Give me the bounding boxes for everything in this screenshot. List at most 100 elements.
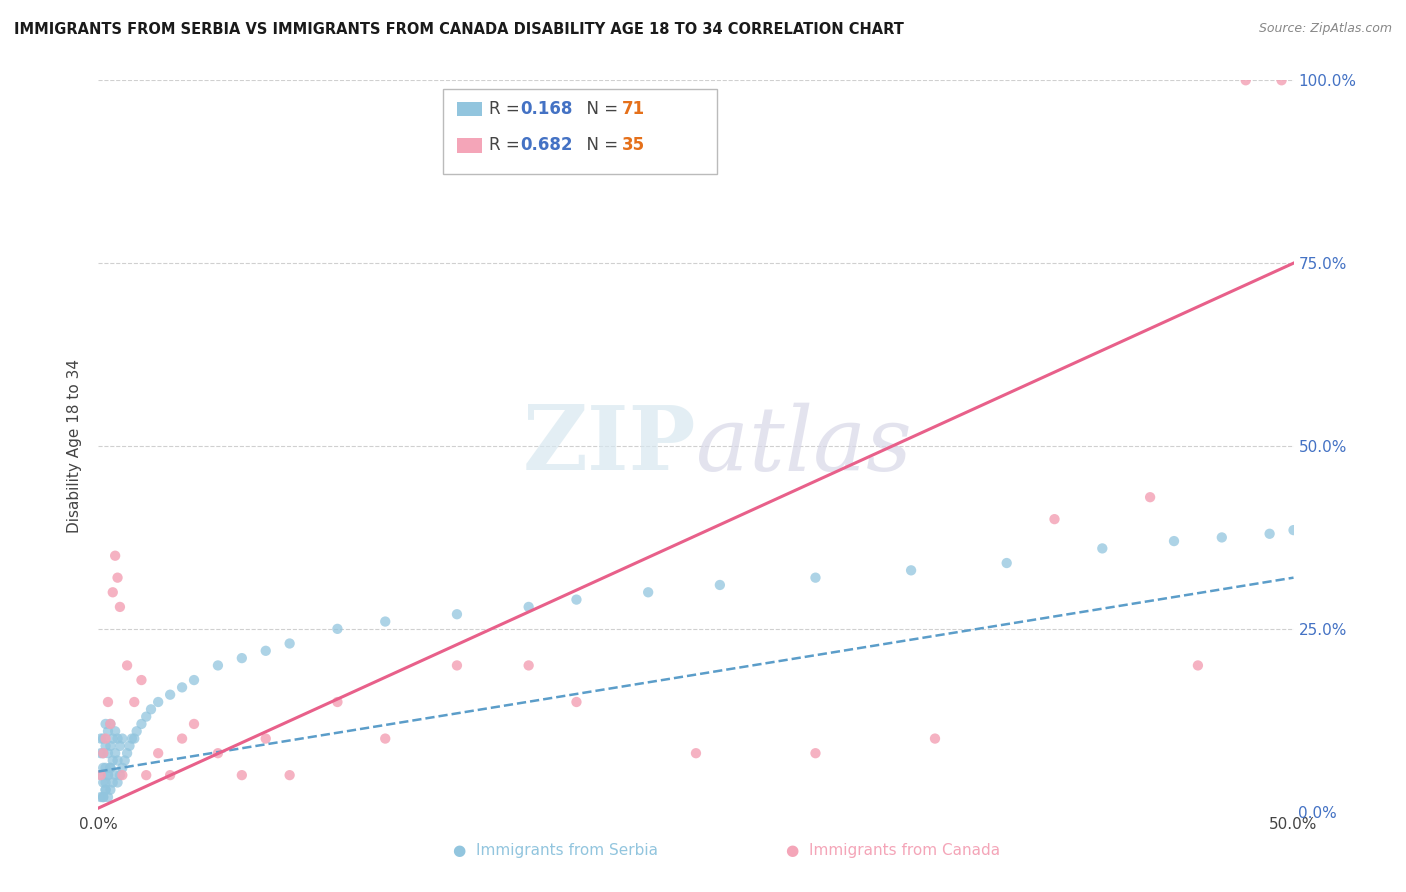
Point — [97, 768, 120, 782]
Y-axis label: Disability Age 18 to 34: Disability Age 18 to 34 — [67, 359, 83, 533]
Point — [1091, 541, 1114, 556]
Point — [104, 724, 127, 739]
Point — [1234, 73, 1257, 87]
Point — [183, 717, 205, 731]
Point — [1211, 530, 1233, 544]
Point — [374, 615, 396, 629]
Point — [91, 746, 114, 760]
Point — [254, 644, 277, 658]
Point — [924, 731, 946, 746]
Text: ●  Immigrants from Canada: ● Immigrants from Canada — [786, 843, 1000, 858]
Point — [637, 585, 659, 599]
Point — [94, 782, 117, 797]
Point — [172, 731, 194, 746]
Point — [207, 746, 229, 760]
Point — [114, 754, 136, 768]
Point — [90, 731, 112, 746]
Point — [565, 695, 588, 709]
Point — [98, 782, 122, 797]
Point — [159, 688, 181, 702]
Text: 0.168: 0.168 — [520, 100, 572, 118]
Point — [91, 731, 114, 746]
Point — [107, 775, 129, 789]
Point — [108, 599, 131, 614]
Point — [148, 695, 170, 709]
Point — [90, 768, 112, 782]
Point — [97, 768, 120, 782]
Point — [108, 739, 131, 753]
Text: 0.682: 0.682 — [520, 136, 572, 154]
Point — [107, 571, 129, 585]
Point — [804, 746, 827, 760]
Point — [125, 724, 148, 739]
Point — [101, 775, 124, 789]
Point — [115, 746, 138, 760]
Point — [108, 768, 131, 782]
Point — [115, 658, 138, 673]
Text: ●  Immigrants from Serbia: ● Immigrants from Serbia — [453, 843, 658, 858]
Point — [91, 790, 114, 805]
Point — [98, 761, 122, 775]
Point — [231, 768, 253, 782]
Point — [91, 790, 114, 805]
Point — [101, 754, 124, 768]
Point — [326, 695, 349, 709]
Text: N =: N = — [576, 100, 624, 118]
Point — [139, 702, 162, 716]
Point — [104, 549, 127, 563]
Point — [172, 681, 194, 695]
Point — [101, 585, 124, 599]
Point — [97, 746, 120, 760]
Point — [446, 658, 468, 673]
Point — [148, 746, 170, 760]
Text: atlas: atlas — [696, 402, 911, 490]
Text: R =: R = — [489, 100, 526, 118]
Point — [254, 731, 277, 746]
Point — [1282, 523, 1305, 537]
Point — [91, 746, 114, 760]
Point — [111, 761, 134, 775]
Point — [104, 768, 127, 782]
Text: 35: 35 — [621, 136, 644, 154]
Point — [111, 768, 134, 782]
Point — [91, 775, 114, 789]
Point — [111, 731, 134, 746]
Point — [107, 754, 129, 768]
Point — [118, 739, 141, 753]
Point — [1139, 490, 1161, 504]
Text: N =: N = — [576, 136, 624, 154]
Point — [231, 651, 253, 665]
Point — [1163, 534, 1185, 549]
Point — [94, 775, 117, 789]
Point — [131, 673, 153, 687]
Point — [517, 599, 540, 614]
Point — [1258, 526, 1281, 541]
Point — [90, 746, 112, 760]
Text: Source: ZipAtlas.com: Source: ZipAtlas.com — [1258, 22, 1392, 36]
Text: IMMIGRANTS FROM SERBIA VS IMMIGRANTS FROM CANADA DISABILITY AGE 18 TO 34 CORRELA: IMMIGRANTS FROM SERBIA VS IMMIGRANTS FRO… — [14, 22, 904, 37]
Point — [446, 607, 468, 622]
Point — [995, 556, 1018, 570]
Point — [124, 731, 146, 746]
Point — [374, 731, 396, 746]
Point — [124, 695, 146, 709]
Point — [97, 790, 120, 805]
Point — [94, 761, 117, 775]
Point — [709, 578, 731, 592]
Point — [1271, 73, 1294, 87]
Point — [121, 731, 143, 746]
Point — [207, 658, 229, 673]
Point — [104, 746, 127, 760]
Point — [278, 636, 301, 650]
Point — [1043, 512, 1066, 526]
Point — [94, 782, 117, 797]
Point — [183, 673, 205, 687]
Point — [98, 717, 122, 731]
Point — [98, 739, 122, 753]
Text: R =: R = — [489, 136, 526, 154]
Text: ZIP: ZIP — [523, 402, 696, 490]
Point — [90, 768, 112, 782]
Point — [98, 761, 122, 775]
Point — [91, 761, 114, 775]
Point — [107, 731, 129, 746]
